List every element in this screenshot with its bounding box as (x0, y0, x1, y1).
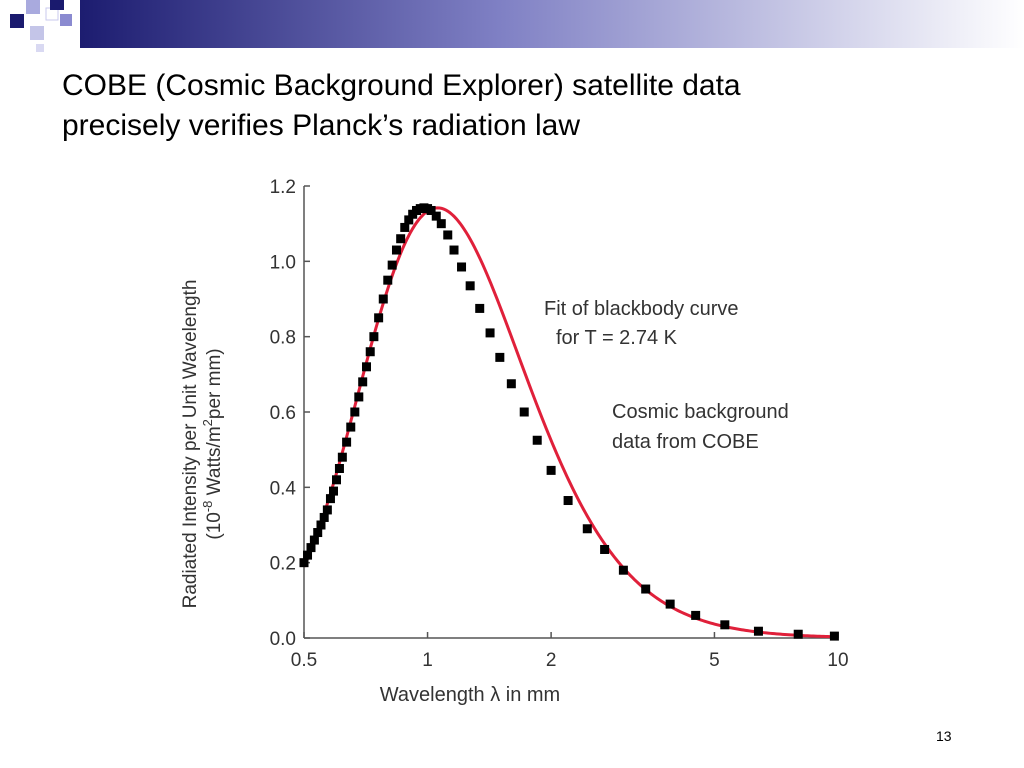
x-tick-label: 0.5 (291, 650, 317, 671)
fit-label-line1: Fit of blackbody curve (544, 298, 739, 320)
data-point (309, 535, 319, 545)
data-point (329, 486, 339, 496)
x-ticks: 0.5 1 2 5 10 (291, 632, 849, 671)
data-point (346, 422, 356, 432)
data-point (720, 620, 730, 630)
slide-number: 13 (936, 728, 952, 744)
slide-title-line1: COBE (Cosmic Background Explorer) satell… (62, 69, 741, 102)
data-point (319, 512, 329, 522)
header-squares-logo (0, 0, 80, 64)
x-tick-label: 2 (546, 650, 557, 671)
slide-title: COBE (Cosmic Background Explorer) satell… (62, 66, 962, 146)
data-point (546, 465, 556, 475)
data-point (829, 631, 839, 641)
data-point (431, 211, 441, 221)
data-point (387, 260, 397, 270)
data-point (374, 313, 384, 323)
x-tick-label: 10 (827, 650, 848, 671)
y-tick-label: 0.2 (270, 554, 296, 575)
data-point (691, 610, 701, 620)
y-tick-label: 0.8 (270, 328, 296, 349)
data-point (396, 234, 406, 244)
data-point (618, 565, 628, 575)
data-point (426, 205, 436, 215)
data-point (391, 245, 401, 255)
data-point (532, 435, 542, 445)
data-point (362, 362, 372, 372)
data-point (299, 558, 309, 568)
y-tick-label: 0.6 (270, 403, 296, 424)
data-point (365, 347, 375, 357)
data-point (404, 215, 414, 225)
x-tick-label: 5 (709, 650, 720, 671)
data-point (354, 392, 364, 402)
data-point (350, 407, 360, 417)
data-point (306, 543, 316, 553)
data-point (400, 222, 410, 232)
y-label-part-b: Watts/m (204, 426, 225, 500)
data-point (443, 230, 453, 240)
y-label-squared: 2 (200, 419, 215, 426)
y-label-part-c: per mm) (204, 348, 225, 419)
x-tick-label: 1 (422, 650, 433, 671)
data-point (495, 352, 505, 362)
data-point (358, 377, 368, 387)
data-point (369, 332, 379, 342)
y-tick-label: 1.2 (270, 177, 296, 198)
cobe-data-points (299, 203, 839, 641)
chart-container: 0.0 0.2 0.4 0.6 0.8 1.0 1.2 0.5 1 2 5 10 Wavelengt… (170, 160, 870, 720)
y-tick-label: 0.0 (270, 629, 296, 650)
data-point (378, 294, 388, 304)
data-point (563, 496, 573, 506)
data-point (465, 281, 475, 291)
data-label-line2: data from COBE (612, 431, 759, 453)
y-tick-label: 1.0 (270, 252, 296, 273)
y-axis-label-line1: Radiated Intensity per Unit Wavelength (180, 280, 201, 609)
data-point (303, 550, 313, 560)
y-axis-label: Radiated Intensity per Unit Wavelength (… (180, 280, 225, 609)
data-point (753, 626, 763, 636)
data-point (449, 245, 459, 255)
data-point (331, 475, 341, 485)
y-ticks: 0.0 0.2 0.4 0.6 0.8 1.0 1.2 (270, 177, 310, 650)
data-point (582, 524, 592, 534)
data-point (485, 328, 495, 338)
data-point (334, 464, 344, 473)
data-point (436, 219, 446, 229)
data-label-line1: Cosmic background (612, 401, 789, 423)
y-tick-label: 0.4 (270, 478, 297, 499)
data-point (316, 520, 326, 530)
blackbody-fit-curve (302, 206, 839, 639)
y-axis-label-line2: (10-8 Watts/m2per mm) (200, 348, 225, 539)
data-point (475, 303, 485, 313)
data-point (383, 275, 393, 285)
data-point (519, 407, 529, 417)
data-point (322, 505, 332, 515)
data-point (665, 599, 675, 609)
data-point (506, 379, 516, 389)
fit-label-line2: for T = 2.74 K (556, 327, 678, 349)
blackbody-chart: 0.0 0.2 0.4 0.6 0.8 1.0 1.2 0.5 1 2 5 10 Wavelengt… (180, 177, 849, 706)
data-point (325, 494, 335, 504)
header-gradient-band (70, 0, 1024, 48)
data-point (641, 584, 651, 594)
data-point (793, 629, 803, 639)
slide-header (0, 0, 1024, 64)
data-point (457, 262, 467, 272)
y-label-exponent: -8 (200, 501, 215, 513)
data-point (337, 452, 347, 462)
slide-title-line2: precisely verifies Planck’s radiation la… (62, 109, 580, 142)
data-point (342, 437, 352, 447)
data-point (600, 544, 610, 554)
y-label-part-a: (10 (204, 512, 225, 539)
x-axis-label: Wavelength λ in mm (380, 684, 560, 706)
data-point (313, 528, 323, 538)
